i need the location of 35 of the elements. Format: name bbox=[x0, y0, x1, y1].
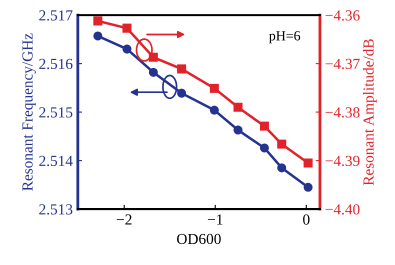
y2-tick-label: −4.38 bbox=[326, 107, 360, 118]
point bbox=[122, 24, 132, 33]
point bbox=[234, 102, 243, 112]
point bbox=[277, 163, 286, 172]
y-tick-label: 2.516 bbox=[39, 58, 72, 70]
point bbox=[210, 106, 219, 115]
y-tick-label: 2.517 bbox=[39, 10, 73, 21]
x-tick-label: −2 bbox=[116, 214, 132, 225]
point bbox=[122, 44, 132, 54]
point bbox=[210, 84, 219, 93]
y2-tick-label: −4.40 bbox=[326, 204, 360, 215]
point bbox=[260, 122, 269, 131]
y2-tick-label: −4.36 bbox=[326, 10, 360, 21]
point bbox=[177, 88, 186, 98]
y2-tick-label: −4.39 bbox=[326, 156, 360, 166]
y2-tick-label: −4.37 bbox=[326, 58, 360, 70]
x-tick-label: 0 bbox=[303, 214, 310, 225]
point bbox=[277, 140, 286, 149]
x-axis-title: OD600 bbox=[177, 234, 221, 244]
y-tick-label: 2.514 bbox=[39, 156, 73, 166]
annotation: pH=6 bbox=[269, 31, 300, 44]
point bbox=[177, 64, 186, 74]
y-axis-title: Resonant Frequency/GHz bbox=[22, 33, 36, 191]
point bbox=[93, 31, 102, 40]
point bbox=[148, 68, 158, 77]
y-tick-label: 2.515 bbox=[39, 107, 72, 118]
point bbox=[148, 52, 158, 62]
point bbox=[260, 143, 269, 152]
y-tick-label: 2.513 bbox=[39, 204, 72, 215]
point bbox=[304, 182, 313, 192]
point bbox=[234, 126, 243, 135]
point bbox=[304, 158, 313, 168]
point bbox=[93, 16, 102, 26]
y2-axis-title: Resonant Amplitude/dB bbox=[362, 39, 377, 186]
x-tick-label: −1 bbox=[208, 214, 222, 225]
